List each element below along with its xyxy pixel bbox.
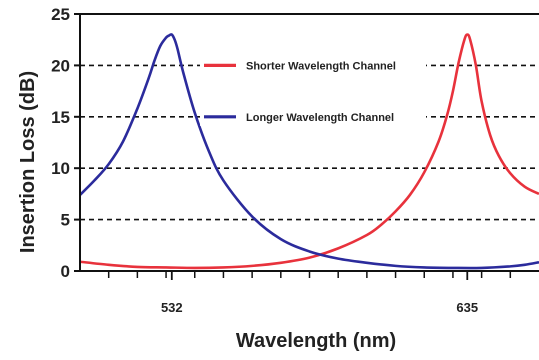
series-line-shorter-wavelength (80, 33, 539, 270)
legend-bg-0 (200, 56, 426, 75)
legend-label-1: Longer Wavelength Channel (246, 112, 394, 124)
tick-labels: 0 5 10 15 20 25 532 635 (51, 5, 478, 315)
gridlines (80, 64, 539, 221)
x-axis-label: Wavelength (nm) (236, 330, 396, 352)
y-tick-label-10: 10 (51, 159, 70, 178)
legend-bg-1 (200, 107, 426, 126)
legend-label-0: Shorter Wavelength Channel (246, 60, 396, 72)
axes (79, 13, 539, 272)
legend: Shorter Wavelength Channel Longer Wavelen… (200, 56, 426, 126)
y-tick-label-0: 0 (61, 262, 70, 281)
series-line-longer-wavelength (80, 33, 539, 270)
x-tick-label-532: 532 (161, 300, 183, 315)
x-tick-label-635: 635 (456, 300, 478, 315)
y-tick-label-20: 20 (51, 56, 70, 75)
y-axis-label: Insertion Loss (dB) (17, 71, 39, 253)
tick-marks (74, 13, 512, 280)
y-tick-label-15: 15 (51, 108, 70, 127)
series-lines (80, 33, 539, 270)
y-tick-label-5: 5 (61, 211, 70, 230)
y-tick-label-25: 25 (51, 5, 70, 24)
